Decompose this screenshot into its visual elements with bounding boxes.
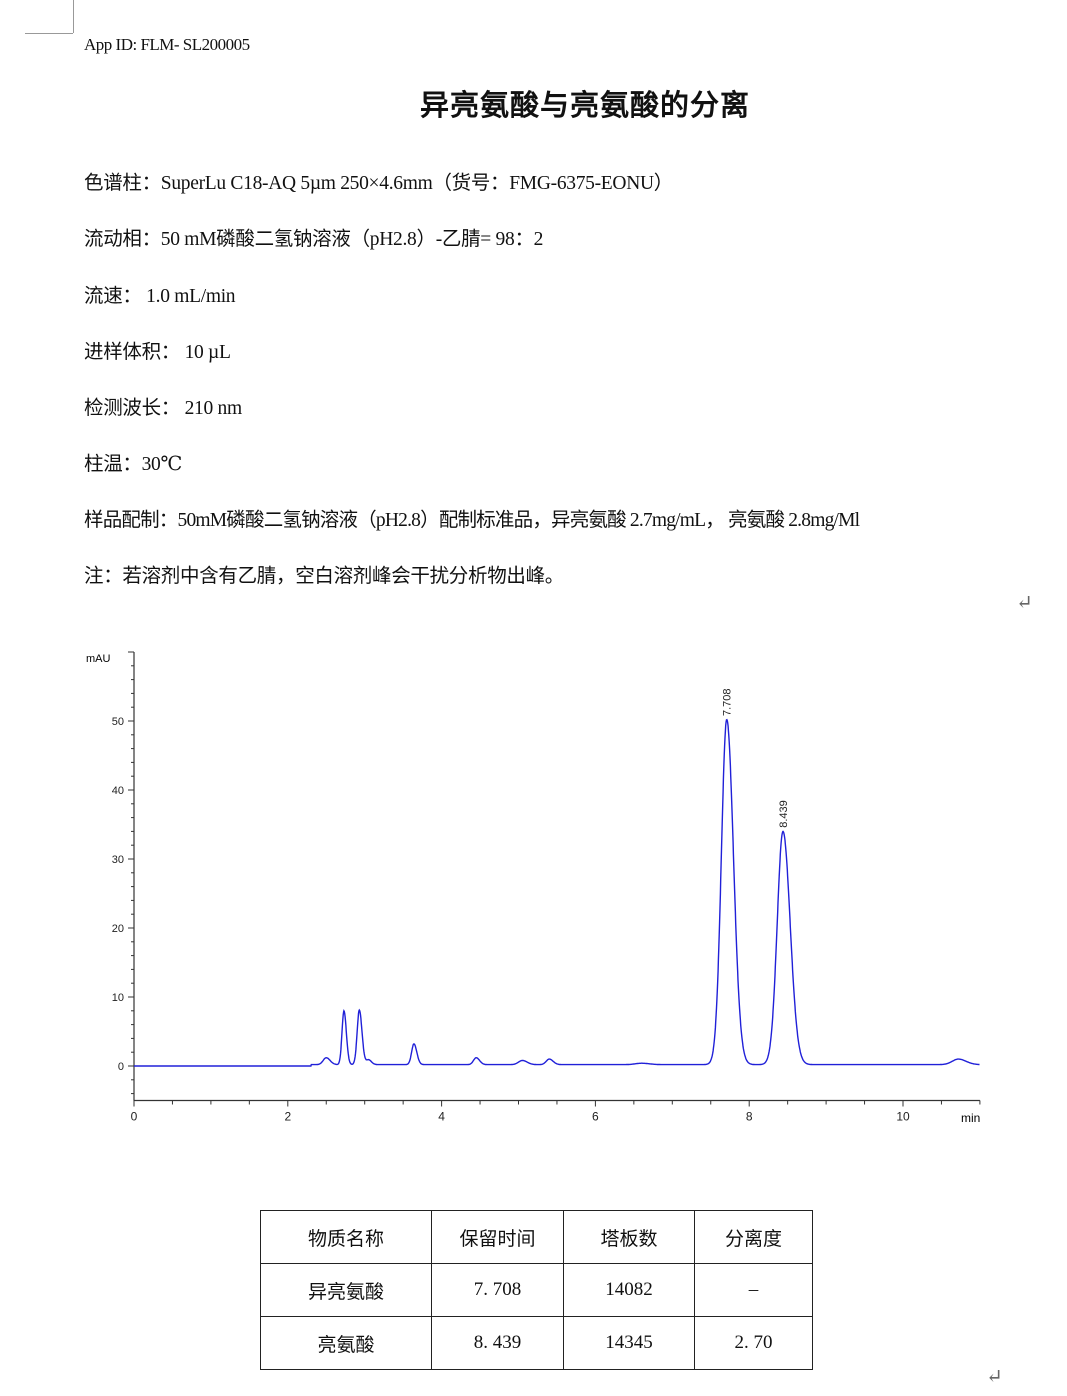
y-tick-label: 40 [112, 785, 124, 797]
table-cell: 亮氨酸 [260, 1316, 432, 1370]
page-corner-mark [73, 0, 74, 33]
table-cell: 14082 [563, 1263, 695, 1317]
x-tick-label: 2 [284, 1110, 291, 1124]
y-axis-label: mAU [86, 653, 111, 665]
table-cell: 7. 708 [431, 1263, 564, 1317]
condition-note: 注：若溶剂中含有乙腈，空白溶剂峰会干扰分析物出峰。 [84, 566, 565, 587]
condition-sample-prep: 样品配制：50mM磷酸二氢钠溶液（pH2.8）配制标准品，异亮氨酸 2.7mg/… [84, 510, 860, 531]
chart-axes [133, 652, 980, 1102]
y-tick-label: 30 [112, 854, 124, 866]
table-cell: 8. 439 [431, 1316, 564, 1370]
paragraph-return-mark: ↵ [1016, 592, 1033, 614]
y-tick-label: 20 [112, 923, 124, 935]
condition-column: 色谱柱：SuperLu C18-AQ 5µm 250×4.6mm（货号：FMG-… [84, 173, 673, 194]
table-cell: 异亮氨酸 [260, 1263, 432, 1317]
table-cell: 14345 [563, 1316, 695, 1370]
table-row: 亮氨酸 8. 439 14345 2. 70 [260, 1316, 813, 1370]
x-tick-label: 8 [746, 1110, 753, 1124]
x-tick-label: 4 [438, 1110, 445, 1124]
y-tick-label: 50 [112, 716, 124, 728]
x-tick-label: 6 [592, 1110, 599, 1124]
x-tick-label: 0 [131, 1110, 138, 1124]
table-header-row: 物质名称 保留时间 塔板数 分离度 [260, 1210, 813, 1264]
table-cell: 2. 70 [694, 1316, 813, 1370]
app-id: App ID: FLM- SL200005 [84, 35, 250, 54]
page-corner-mark [25, 33, 73, 34]
x-axis-label: min [961, 1111, 980, 1125]
x-tick-label: 10 [896, 1110, 910, 1124]
chromatogram-trace [134, 718, 980, 1067]
chromatogram-chart: mAU min 0 10 20 30 40 50 0 2 4 6 8 10 7.708 8.439 [86, 651, 981, 1125]
paragraph-return-mark: ↵ [986, 1366, 1003, 1388]
condition-mobile-phase: 流动相：50 mM磷酸二氢钠溶液（pH2.8）-乙腈= 98：2 [84, 229, 544, 250]
condition-wavelength: 检测波长： 210 nm [84, 398, 242, 419]
condition-injection-volume: 进样体积： 10 µL [84, 342, 231, 363]
header-cell: 保留时间 [431, 1210, 564, 1264]
header-cell: 物质名称 [260, 1210, 432, 1264]
header-cell: 分离度 [694, 1210, 813, 1264]
results-table: 物质名称 保留时间 塔板数 分离度 异亮氨酸 7. 708 14082 – 亮氨… [260, 1210, 813, 1370]
table-cell: – [694, 1263, 813, 1317]
y-tick-label: 10 [112, 992, 124, 1004]
table-row: 异亮氨酸 7. 708 14082 – [260, 1263, 813, 1317]
condition-flow-rate: 流速： 1.0 mL/min [84, 286, 236, 307]
peak-label: 7.708 [722, 688, 734, 716]
page-title: 异亮氨酸与亮氨酸的分离 [419, 88, 750, 122]
y-tick-label: 0 [118, 1061, 124, 1073]
condition-temperature: 柱温：30℃ [84, 454, 183, 475]
header-cell: 塔板数 [563, 1210, 695, 1264]
peak-label: 8.439 [778, 800, 790, 828]
